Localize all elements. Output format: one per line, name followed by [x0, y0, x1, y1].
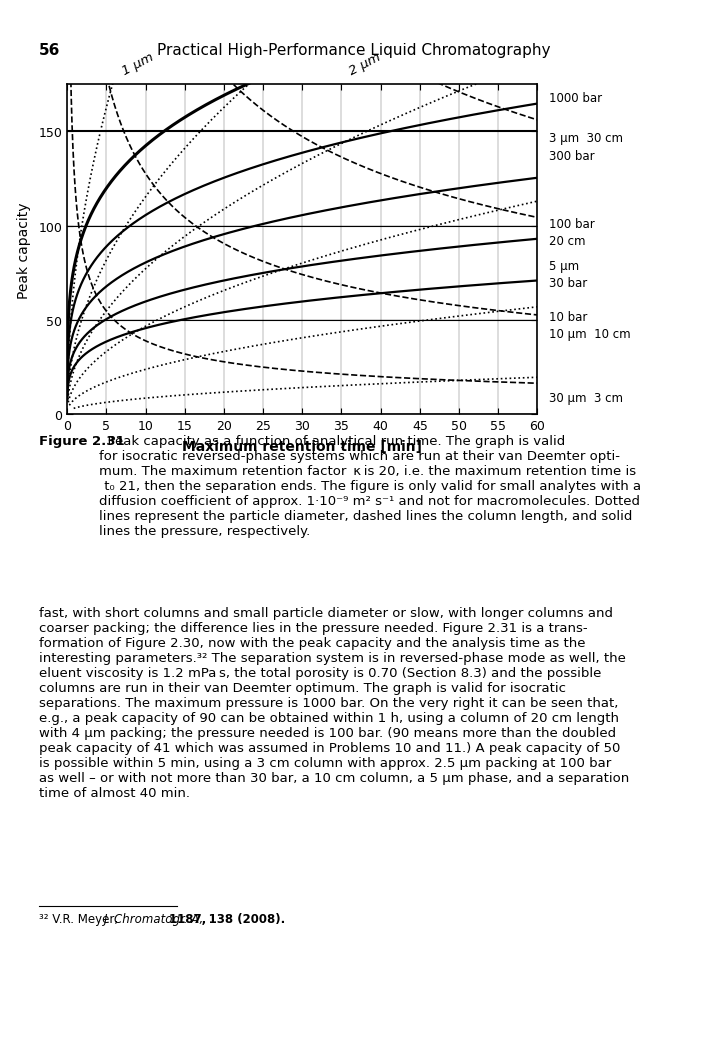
- Text: 5 μm: 5 μm: [549, 260, 579, 272]
- Text: J. Chromatogr. A,: J. Chromatogr. A,: [104, 912, 206, 925]
- Text: Figure 2.31: Figure 2.31: [39, 434, 124, 447]
- Text: 30 bar: 30 bar: [549, 277, 588, 289]
- Text: 20 cm: 20 cm: [549, 235, 585, 248]
- Text: 1000 bar: 1000 bar: [549, 92, 602, 105]
- Text: Peak capacity as a function of analytical run time. The graph is valid
for isocr: Peak capacity as a function of analytica…: [99, 434, 641, 537]
- Text: 56: 56: [39, 43, 60, 57]
- Text: 300 bar: 300 bar: [549, 150, 595, 163]
- Text: Practical High-Performance Liquid Chromatography: Practical High-Performance Liquid Chroma…: [157, 43, 550, 57]
- Text: 100 bar: 100 bar: [549, 218, 595, 231]
- Text: 10 μm  10 cm: 10 μm 10 cm: [549, 328, 631, 340]
- X-axis label: Maximum retention time [min]: Maximum retention time [min]: [182, 439, 422, 453]
- Text: 3 μm  30 cm: 3 μm 30 cm: [549, 131, 623, 145]
- Text: 1187, 138 (2008).: 1187, 138 (2008).: [169, 912, 285, 925]
- Text: fast, with short columns and small particle diameter or slow, with longer column: fast, with short columns and small parti…: [39, 606, 629, 799]
- Text: 2 μm: 2 μm: [347, 50, 383, 78]
- Y-axis label: Peak capacity: Peak capacity: [18, 202, 32, 298]
- Text: 1 μm: 1 μm: [119, 50, 156, 78]
- Text: ³² V.R. Meyer,: ³² V.R. Meyer,: [39, 912, 124, 925]
- Text: 30 μm  3 cm: 30 μm 3 cm: [549, 392, 623, 404]
- Text: 10 bar: 10 bar: [549, 311, 588, 323]
